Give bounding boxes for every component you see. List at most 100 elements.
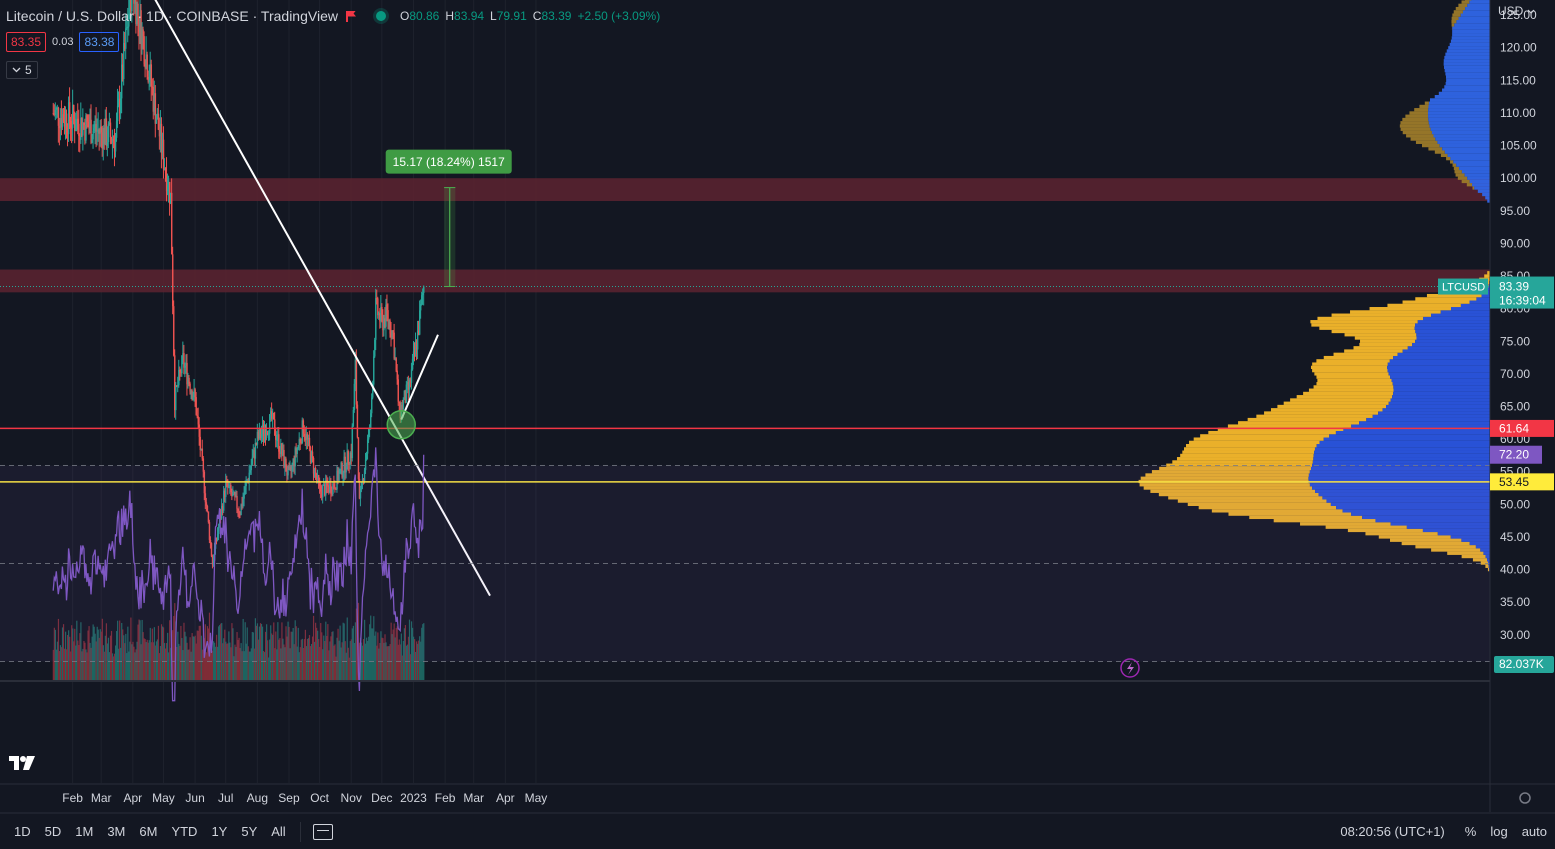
volume-bar <box>324 641 326 680</box>
timeframe-all[interactable]: All <box>271 824 286 839</box>
volume-bar <box>93 626 95 680</box>
candle-body <box>177 385 179 387</box>
vp-row-up <box>1350 310 1441 314</box>
rsi-line <box>52 447 425 702</box>
volume-bar <box>60 647 63 680</box>
buy-sell-panel: 83.35 0.03 83.38 <box>6 32 120 52</box>
candle-body <box>417 330 420 335</box>
volume-bar <box>414 639 416 680</box>
candle-body <box>231 492 233 497</box>
candle-body <box>318 482 321 487</box>
volume-bar <box>395 627 397 680</box>
volume-bar <box>235 646 237 680</box>
vp-row-up <box>1409 111 1428 115</box>
candle-body <box>349 452 352 465</box>
timeframe-1y[interactable]: 1Y <box>211 824 228 839</box>
timeframe-1d[interactable]: 1D <box>14 824 31 839</box>
volume-bar <box>401 655 403 680</box>
vp-row-up <box>1185 443 1317 448</box>
volume-bar <box>196 630 198 680</box>
volume-bar <box>133 646 135 680</box>
volume-bar <box>410 621 413 680</box>
symbol-title[interactable]: Litecoin / U.S. Dollar · 1D · COINBASE ·… <box>6 8 338 24</box>
vp-row-up <box>1273 519 1376 523</box>
vp-row-down <box>1445 81 1490 86</box>
flag-icon[interactable] <box>345 10 356 22</box>
volume-bar <box>303 639 305 680</box>
candle-body <box>308 437 311 447</box>
candle-body <box>370 413 372 429</box>
auto-scale-button[interactable]: auto <box>1521 824 1547 839</box>
sell-button[interactable]: 83.35 <box>6 32 47 52</box>
vp-row-up <box>1365 532 1438 536</box>
timeframe-1m[interactable]: 1M <box>75 824 94 839</box>
candle-body <box>59 117 62 129</box>
date-range-icon[interactable] <box>312 823 333 840</box>
candle-body <box>388 320 390 322</box>
volume-bar <box>283 644 285 680</box>
candle-body <box>57 107 60 126</box>
candle-body <box>95 124 97 132</box>
volume-bar <box>357 602 360 680</box>
volume-bar <box>118 648 120 680</box>
last-price-bg <box>1490 276 1554 309</box>
candle-body <box>149 64 151 81</box>
price-tick-label: 110.00 <box>1500 106 1536 120</box>
volume-bar <box>381 637 383 680</box>
volume-bar <box>156 639 159 680</box>
price-tick-label: 120.00 <box>1500 41 1537 55</box>
volume-bar <box>261 626 264 680</box>
timeframe-3m[interactable]: 3M <box>107 824 126 839</box>
candle-body <box>144 64 146 68</box>
candle-body <box>356 404 359 438</box>
clock[interactable]: 08:20:56 (UTC+1) <box>1340 824 1445 839</box>
vp-row-down <box>1351 424 1490 428</box>
candle-body <box>331 493 333 495</box>
volume-bar <box>141 619 143 680</box>
candle-body <box>135 0 137 25</box>
time-tick-label: May <box>525 791 548 805</box>
candle-body <box>298 439 300 446</box>
candle-body <box>393 332 395 359</box>
volume-bar <box>203 638 205 680</box>
tradingview-logo-icon[interactable] <box>8 752 36 774</box>
log-scale-button[interactable]: log <box>1490 824 1508 839</box>
candle-body <box>262 425 265 437</box>
candle-body <box>339 469 341 474</box>
volume-bar <box>182 650 184 680</box>
candle-body <box>403 390 406 400</box>
candle-body <box>332 483 334 494</box>
volume-bar <box>117 620 119 680</box>
timeframe-6m[interactable]: 6M <box>139 824 158 839</box>
vp-row-up <box>1428 147 1443 151</box>
candle-body <box>164 168 167 174</box>
timeframe-5y[interactable]: 5Y <box>241 824 258 839</box>
vp-row-up <box>1333 352 1398 356</box>
vp-row-up <box>1151 470 1310 474</box>
symbol-header[interactable]: Litecoin / U.S. Dollar · 1D · COINBASE ·… <box>6 6 660 26</box>
candle-body <box>221 506 223 519</box>
candle-body <box>202 458 205 472</box>
candle-body <box>335 488 337 490</box>
volume-bar <box>135 649 137 680</box>
volume-bar <box>77 640 79 680</box>
volume-label-bg <box>1494 656 1554 673</box>
indicators-toggle-button[interactable]: 5 <box>6 61 38 79</box>
price-tick-label: 65.00 <box>1500 400 1530 414</box>
vp-row-down <box>1359 421 1490 425</box>
volume-bar <box>81 651 83 680</box>
volume-bar <box>307 638 310 680</box>
candle-body <box>190 390 192 392</box>
candle-body <box>372 384 374 398</box>
buy-button[interactable]: 83.38 <box>79 32 120 52</box>
volume-bar <box>206 626 209 680</box>
candle-body <box>162 139 165 169</box>
vp-row-up <box>1387 303 1461 308</box>
timeframe-5d[interactable]: 5D <box>44 824 62 839</box>
vp-row-up <box>1316 359 1390 363</box>
candle-body <box>291 464 293 471</box>
timeframe-ytd[interactable]: YTD <box>171 824 198 839</box>
candle-body <box>131 0 133 12</box>
percent-scale-button[interactable]: % <box>1464 824 1477 839</box>
